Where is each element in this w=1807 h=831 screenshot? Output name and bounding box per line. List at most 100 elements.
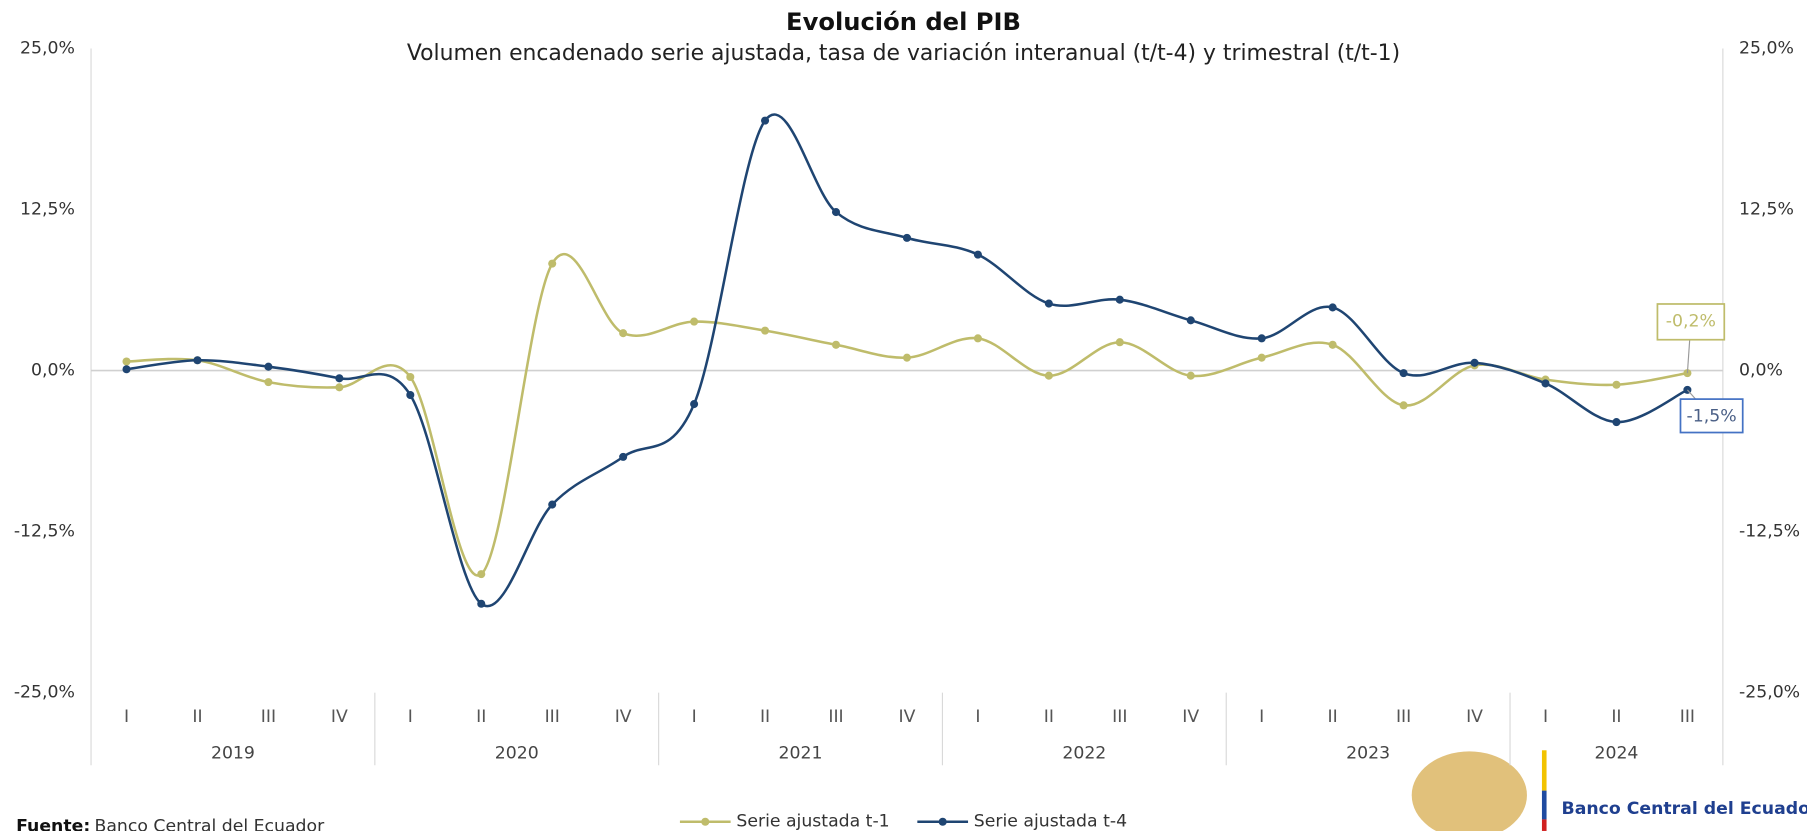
y2-tick-label: 25,0% xyxy=(1739,38,1794,58)
source: Banco Central del Ecuador xyxy=(94,816,325,831)
y2-tick-label: -25,0% xyxy=(1739,683,1800,703)
point xyxy=(761,116,770,125)
data-label: -0,2% xyxy=(1666,311,1716,331)
point xyxy=(1115,338,1124,347)
point xyxy=(619,452,628,461)
point xyxy=(902,353,911,362)
point xyxy=(122,365,131,374)
point xyxy=(335,374,344,383)
x-tick-label: I xyxy=(975,707,980,727)
logo-bar xyxy=(1541,790,1547,820)
x-group-label: 2022 xyxy=(1062,744,1106,764)
legend-label: Serie ajustada t-1 xyxy=(736,812,889,831)
y-tick-label: -12,5% xyxy=(14,522,75,542)
x-tick-label: IV xyxy=(1466,707,1483,727)
label-leader xyxy=(1686,339,1691,374)
point xyxy=(1328,303,1337,312)
point xyxy=(548,500,557,509)
chart-subtitle: Volumen encadenado serie ajustada, tasa … xyxy=(407,41,1400,66)
x-tick-label: II xyxy=(1328,707,1338,727)
x-tick-label: III xyxy=(828,707,843,727)
point xyxy=(1257,353,1266,362)
x-group-label: 2020 xyxy=(495,744,539,764)
logo-emblem xyxy=(1411,751,1527,831)
y2-tick-label: 0,0% xyxy=(1739,361,1783,381)
point xyxy=(1115,295,1124,304)
point xyxy=(122,357,131,366)
x-tick-label: II xyxy=(1044,707,1054,727)
point xyxy=(831,208,841,217)
x-tick-label: I xyxy=(692,707,697,727)
logo-text: Banco Central del Ecuador xyxy=(1562,799,1807,819)
point xyxy=(690,317,699,326)
point xyxy=(1186,316,1195,325)
point xyxy=(477,599,486,608)
y-tick-label: 25,0% xyxy=(20,38,75,58)
x-group-label: 2019 xyxy=(211,744,255,764)
point xyxy=(1541,379,1550,388)
point xyxy=(335,383,344,392)
point xyxy=(264,362,273,371)
point xyxy=(973,250,982,259)
x-tick-label: II xyxy=(1611,707,1621,727)
point xyxy=(1612,418,1621,427)
point xyxy=(548,259,557,268)
point xyxy=(902,233,911,242)
point xyxy=(619,329,628,338)
x-tick-label: III xyxy=(1680,707,1695,727)
point xyxy=(1044,299,1053,308)
logo-bar xyxy=(1541,750,1547,791)
x-tick-label: II xyxy=(760,707,770,727)
point xyxy=(761,326,770,335)
x-tick-label: III xyxy=(545,707,560,727)
point xyxy=(1044,371,1053,380)
point xyxy=(831,340,841,349)
y2-tick-label: -12,5% xyxy=(1739,522,1800,542)
x-group-label: 2024 xyxy=(1594,744,1638,764)
point xyxy=(1612,380,1621,389)
point xyxy=(1257,334,1266,343)
source-label: Fuente: xyxy=(16,816,90,831)
point xyxy=(1328,340,1337,349)
legend-marker xyxy=(701,817,710,826)
point xyxy=(406,391,415,400)
x-tick-label: I xyxy=(1259,707,1264,727)
point xyxy=(193,356,202,365)
series-line xyxy=(126,253,1688,577)
x-group-label: 2023 xyxy=(1346,744,1390,764)
point xyxy=(406,372,415,382)
x-tick-label: I xyxy=(408,707,413,727)
x-tick-label: I xyxy=(124,707,129,727)
x-tick-label: III xyxy=(261,707,276,727)
y-tick-label: -25,0% xyxy=(14,683,75,703)
x-tick-label: IV xyxy=(615,707,632,727)
data-label-box xyxy=(1656,303,1726,341)
point xyxy=(973,334,982,343)
x-tick-label: I xyxy=(1543,707,1548,727)
point xyxy=(1186,371,1195,380)
x-tick-label: II xyxy=(192,707,202,727)
chart-title: Evolución del PIB xyxy=(786,8,1021,36)
y-tick-label: 12,5% xyxy=(20,200,75,220)
x-tick-label: IV xyxy=(331,707,348,727)
point xyxy=(264,378,273,387)
x-group-label: 2021 xyxy=(779,744,823,764)
x-tick-label: II xyxy=(476,707,486,727)
point xyxy=(690,400,699,409)
legend-label: Serie ajustada t-4 xyxy=(974,812,1127,831)
y2-tick-label: 12,5% xyxy=(1739,200,1794,220)
point xyxy=(1470,358,1479,367)
x-tick-label: IV xyxy=(1182,707,1199,727)
x-tick-label: III xyxy=(1112,707,1127,727)
point xyxy=(1399,401,1408,410)
point xyxy=(477,570,486,579)
y-tick-label: 0,0% xyxy=(31,361,75,381)
data-label: -1,5% xyxy=(1687,406,1737,426)
data-label-box xyxy=(1679,398,1744,434)
x-tick-label: IV xyxy=(899,707,916,727)
legend-marker xyxy=(938,817,947,826)
logo-bar xyxy=(1541,819,1547,831)
point xyxy=(1399,369,1408,378)
x-tick-label: III xyxy=(1396,707,1411,727)
